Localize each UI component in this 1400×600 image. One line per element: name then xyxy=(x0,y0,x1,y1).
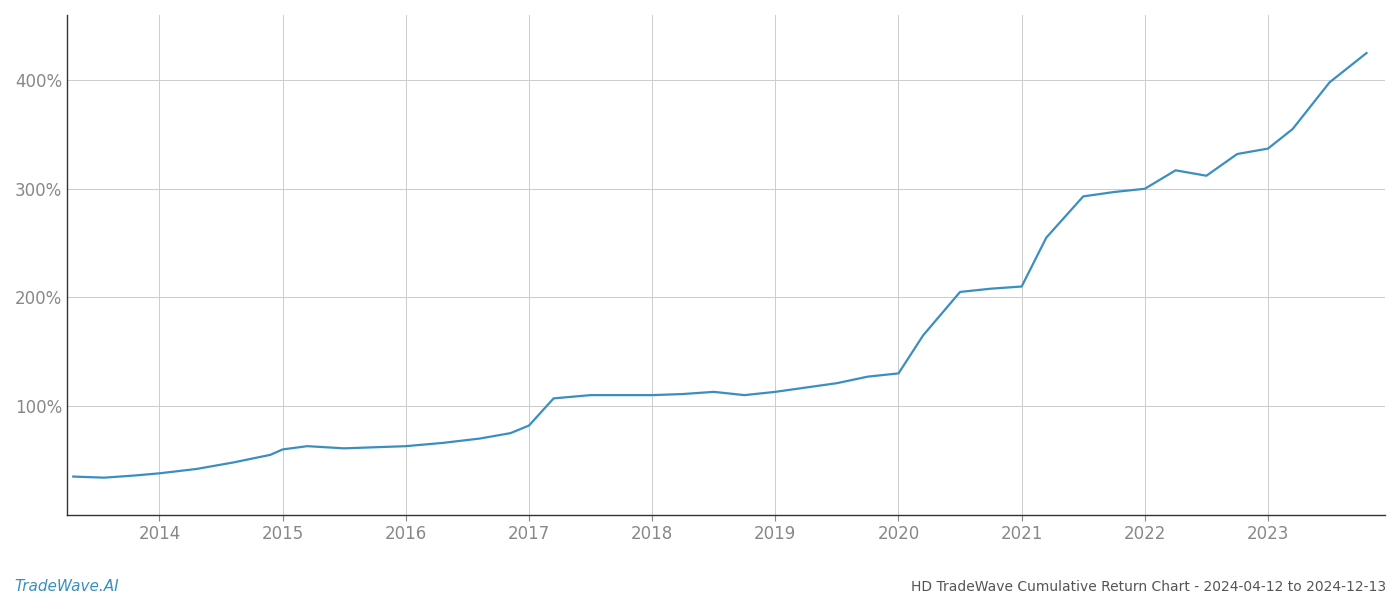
Text: TradeWave.AI: TradeWave.AI xyxy=(14,579,119,594)
Text: HD TradeWave Cumulative Return Chart - 2024-04-12 to 2024-12-13: HD TradeWave Cumulative Return Chart - 2… xyxy=(911,580,1386,594)
